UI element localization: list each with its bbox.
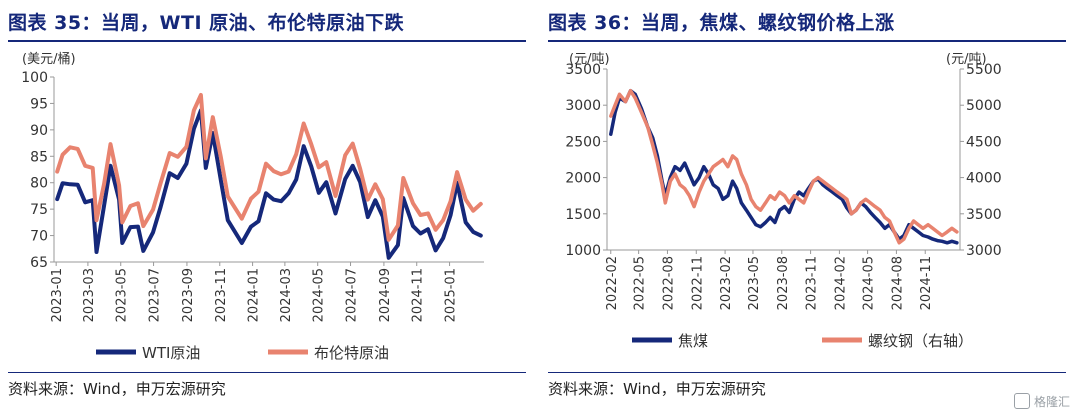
y-right-tick-label: 5000 xyxy=(966,98,1002,114)
x-tick-label: 2024-08 xyxy=(890,256,905,310)
y-tick-label: 2500 xyxy=(565,134,601,150)
x-tick-label: 2024-09 xyxy=(378,268,393,322)
y-tick-label: 100 xyxy=(21,70,48,86)
x-tick-label: 2023-05 xyxy=(747,256,762,310)
left-source-note: 资料来源：Wind，申万宏源研究 xyxy=(8,380,226,398)
right-title-rule xyxy=(548,40,1066,42)
watermark-logo-icon xyxy=(1013,393,1030,409)
y-tick-label: 70 xyxy=(30,229,48,245)
y-tick-label: 1000 xyxy=(565,243,601,259)
x-tick-label: 2023-09 xyxy=(181,268,196,322)
legend-label: 布伦特原油 xyxy=(314,344,389,362)
y-tick-label: 80 xyxy=(30,176,48,192)
y-right-tick-label: 5500 xyxy=(966,62,1002,78)
y-tick-label: 90 xyxy=(30,123,48,139)
oil-price-chart: 65 70 75 80 85 90 95 100 (美元/桶) 2023-01 2023-03 202… xyxy=(21,52,484,362)
y-tick-label: 65 xyxy=(30,255,48,271)
x-tick-label: 2022-05 xyxy=(633,256,648,310)
x-tick-label: 2022-11 xyxy=(690,256,705,310)
coal-steel-price-chart: 1000 1500 2000 2500 3000 3500 3000 3500 4000 4500… xyxy=(565,52,1002,350)
y-right-tick-label: 3500 xyxy=(966,207,1002,223)
y-axis-label-right: (元/吨) xyxy=(946,52,987,67)
series-line xyxy=(609,88,959,245)
y-tick-label: 2000 xyxy=(565,171,601,187)
x-tick-label: 2022-02 xyxy=(605,256,620,310)
x-tick-label: 2023-05 xyxy=(115,268,130,322)
y-right-tick-label: 3000 xyxy=(966,243,1002,259)
x-tick-label: 2024-02 xyxy=(833,256,848,310)
x-tick-label: 2024-11 xyxy=(919,256,934,310)
legend-label: WTI原油 xyxy=(142,344,200,362)
x-tick-label: 2023-02 xyxy=(719,256,734,310)
x-tick-label: 2023-03 xyxy=(82,268,97,322)
x-tick-label: 2023-11 xyxy=(805,256,820,310)
legend-label: 焦煤 xyxy=(678,332,708,350)
x-tick-label: 2024-05 xyxy=(312,268,327,322)
right-chart-title: 图表 36：当周，焦煤、螺纹钢价格上涨 xyxy=(548,12,895,34)
series-line xyxy=(55,93,483,242)
left-chart-title: 图表 35：当周，WTI 原油、布伦特原油下跌 xyxy=(8,12,405,34)
y-tick-label: 75 xyxy=(30,202,48,218)
y-axis-label: (美元/桶) xyxy=(22,52,76,67)
left-source-rule xyxy=(8,372,526,373)
legend-label: 螺纹钢（右轴） xyxy=(868,332,973,350)
series-line xyxy=(609,88,959,245)
watermark: 格隆汇 xyxy=(1013,393,1070,410)
y-tick-label: 3500 xyxy=(565,62,601,78)
left-chart-panel: 图表 35：当周，WTI 原油、布伦特原油下跌 65 70 75 80 85 90 95 10… xyxy=(8,12,526,398)
x-tick-label: 2023-11 xyxy=(214,268,229,322)
y-axis-label-left: (元/吨) xyxy=(569,52,610,67)
x-tick-label: 2024-07 xyxy=(345,268,360,322)
x-tick-label: 2023-01 xyxy=(50,268,65,322)
y-tick-label: 85 xyxy=(30,149,48,165)
x-tick-label: 2023-08 xyxy=(776,256,791,310)
y-tick-label: 3000 xyxy=(565,98,601,114)
x-tick-label: 2022-08 xyxy=(661,256,676,310)
watermark-text: 格隆汇 xyxy=(1033,395,1070,409)
x-tick-label: 2023-07 xyxy=(148,268,163,322)
y-tick-label: 95 xyxy=(30,96,48,112)
x-tick-label: 2024-01 xyxy=(247,268,262,322)
y-right-tick-label: 4500 xyxy=(966,134,1002,150)
x-tick-label: 2024-11 xyxy=(411,268,426,322)
right-source-rule xyxy=(548,372,1066,373)
y-right-tick-label: 4000 xyxy=(966,171,1002,187)
right-chart-panel: 图表 36：当周，焦煤、螺纹钢价格上涨 1000 1500 2000 2500 3000… xyxy=(540,0,1080,414)
y-tick-label: 1500 xyxy=(565,207,601,223)
x-tick-label: 2025-01 xyxy=(444,268,459,322)
x-tick-label: 2024-03 xyxy=(279,268,294,322)
left-title-rule xyxy=(8,40,526,42)
x-tick-label: 2024-05 xyxy=(862,256,877,310)
right-source-note: 资料来源：Wind，申万宏源研究 xyxy=(548,380,766,398)
